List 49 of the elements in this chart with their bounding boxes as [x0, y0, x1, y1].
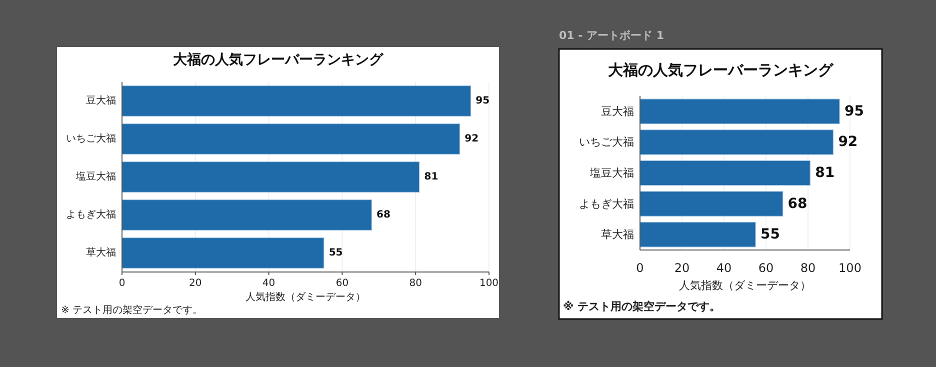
- x-tick-label: 40: [716, 261, 732, 275]
- text: ※ テスト用の架空データです。: [61, 304, 203, 316]
- bar: [122, 200, 372, 230]
- bar: [122, 86, 471, 116]
- bar: [640, 222, 756, 248]
- y-tick-label: 草大福: [86, 246, 116, 258]
- x-tick-label: 100: [479, 278, 499, 289]
- bar: [640, 98, 840, 124]
- data-label: 95: [844, 103, 864, 120]
- bar: [122, 124, 460, 154]
- x-tick-label: 80: [800, 261, 816, 275]
- x-tick-label: 60: [336, 278, 349, 289]
- y-tick-label: よもぎ大福: [66, 208, 116, 220]
- data-label: 55: [760, 226, 780, 243]
- data-label: 68: [788, 196, 808, 212]
- bar: [640, 130, 834, 155]
- data-label: 55: [328, 248, 343, 258]
- y-tick-label: 草大福: [601, 228, 634, 242]
- y-tick-label: よもぎ大福: [579, 197, 634, 210]
- y-tick-label: 塩豆大福: [589, 166, 634, 180]
- chart-title: 大福の人気フレーバーランキング: [173, 51, 384, 68]
- x-tick-label: 40: [262, 278, 276, 289]
- x-tick-label: 20: [674, 261, 690, 275]
- x-tick-label: 20: [189, 278, 202, 289]
- y-tick-label: 豆大福: [601, 104, 634, 118]
- x-tick-label: 80: [409, 278, 422, 289]
- data-label: 92: [838, 134, 858, 150]
- x-tick-label: 60: [758, 261, 774, 275]
- bar: [122, 238, 324, 268]
- data-label: 81: [815, 165, 835, 181]
- x-tick-label: 0: [636, 261, 644, 275]
- bar: [640, 160, 810, 186]
- bar: [122, 162, 420, 192]
- y-tick-label: いちご大福: [66, 132, 116, 144]
- x-axis-title: 人気指数（ダミーデータ）: [246, 291, 366, 303]
- y-tick-label: 豆大福: [86, 94, 116, 106]
- text: 01 - アートボード 1: [559, 29, 664, 42]
- data-label: 92: [464, 134, 479, 144]
- x-tick-label: 100: [838, 261, 862, 275]
- data-label: 95: [476, 96, 490, 106]
- x-axis-title: 人気指数（ダミーデータ）: [679, 279, 811, 292]
- x-tick-label: 0: [118, 278, 126, 289]
- y-tick-label: いちご大福: [579, 136, 634, 149]
- data-label: 81: [424, 172, 438, 182]
- bar: [640, 191, 784, 216]
- text: ※ テスト用の架空データです。: [563, 300, 721, 313]
- data-label: 68: [376, 210, 391, 220]
- chart-title: 大福の人気フレーバーランキング: [608, 61, 834, 79]
- y-tick-label: 塩豆大福: [75, 170, 116, 182]
